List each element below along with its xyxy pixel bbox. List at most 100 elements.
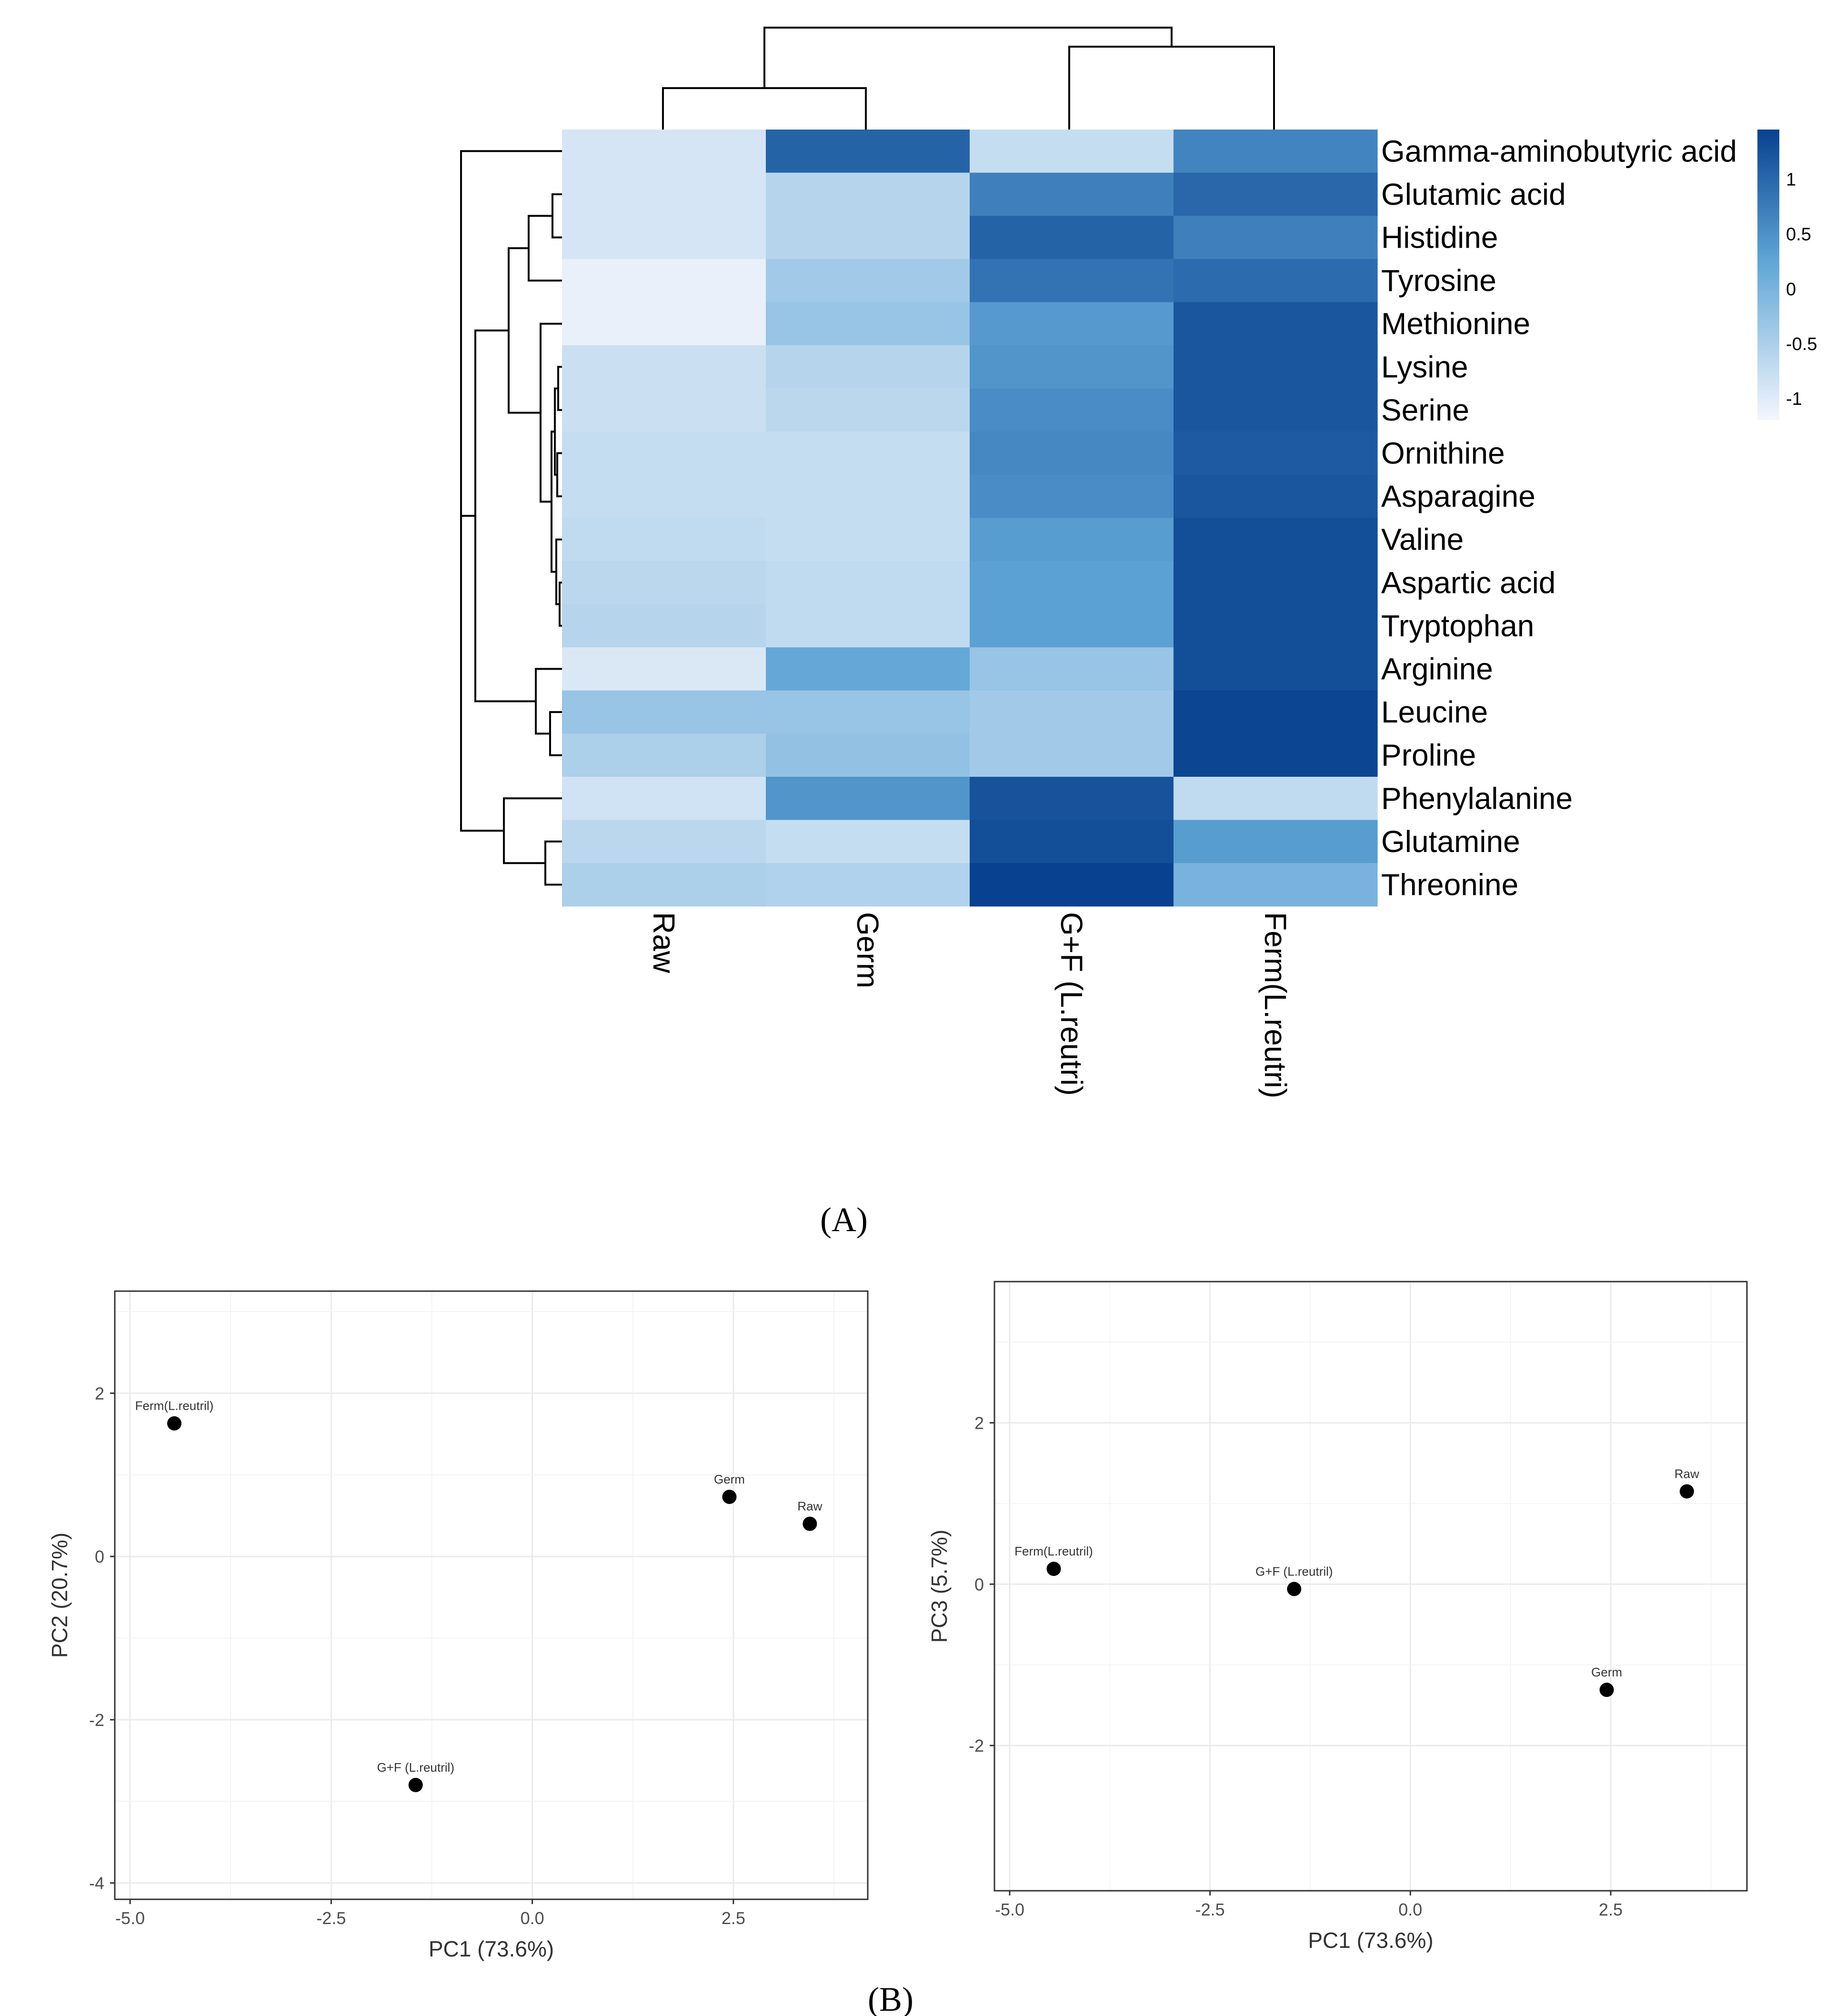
y-tick-label: -2 [969, 1736, 984, 1755]
heatmap-row-label: Glutamine [1381, 824, 1520, 859]
heatmap-cell [562, 777, 766, 821]
x-tick-label: 2.5 [722, 1908, 745, 1928]
heatmap-row-label: Aspartic acid [1381, 565, 1555, 600]
heatmap-column-label: Raw [647, 912, 681, 973]
heatmap-row-label: Valine [1381, 522, 1464, 557]
heatmap-cell [1174, 733, 1378, 777]
x-tick-label: 2.5 [1599, 1900, 1623, 1919]
heatmap-cell [562, 302, 766, 346]
heatmap-row-label: Tyrosine [1381, 263, 1496, 298]
heatmap-cell [562, 820, 766, 863]
x-tick-label: -2.5 [1195, 1900, 1225, 1919]
y-axis-label: PC3 (5.7%) [927, 1530, 952, 1643]
heatmap-cell [1174, 777, 1378, 821]
heatmap-cell [970, 259, 1174, 302]
panel-b-label: (B) [868, 1980, 913, 2016]
heatmap-cell [562, 518, 766, 562]
heatmap-cell [970, 733, 1174, 777]
heatmap-cell [562, 863, 766, 907]
color-scale-tick-label: 0.5 [1786, 225, 1811, 245]
heatmap-row-label: Asparagine [1381, 479, 1535, 513]
heatmap-cell [562, 690, 766, 734]
heatmap-cell [970, 690, 1174, 734]
pca-pc1-pc3-chart: -5.0 -2.5 0.0 2.5 2 0 -2 PC1 (73.6%) PC3 (5.7%) R… [927, 1281, 1748, 1953]
heatmap-cell [562, 733, 766, 777]
pca-pc1-pc2-chart: -5.0 -2.5 0.0 2.5 2 0 -2 -4 PC1 (73.6%) PC2 (20.7… [47, 1290, 869, 1961]
heatmap-cell [1174, 690, 1378, 734]
heatmap-cell [562, 259, 766, 302]
heatmap-cell [970, 777, 1174, 821]
color-scale-tick-label: 0 [1786, 280, 1796, 300]
heatmap-column-labels: Raw Germ G+F (L.reutri) Ferm(L.reutri) [647, 912, 1293, 1098]
color-scale-tick-label: -0.5 [1786, 334, 1817, 354]
heatmap-cell [970, 518, 1174, 562]
color-scale-tick-label: -1 [1786, 389, 1802, 409]
heatmap-row-label: Serine [1381, 393, 1469, 427]
grid-lines [115, 1291, 868, 1899]
heatmap-column-label: Ferm(L.reutri) [1258, 912, 1293, 1098]
heatmap-cell [1174, 388, 1378, 432]
y-tick-label: 2 [95, 1384, 104, 1403]
heatmap-cell [970, 561, 1174, 605]
heatmap-cell [766, 647, 970, 691]
data-point [1046, 1562, 1061, 1576]
data-point-label: Ferm(L.reutril) [1014, 1544, 1093, 1558]
heatmap-cell [766, 130, 970, 173]
x-tick-label: -5.0 [115, 1908, 145, 1928]
heatmap-cell [970, 820, 1174, 863]
data-point-label: Raw [797, 1499, 822, 1514]
dendrogram-branch [460, 150, 562, 517]
heatmap-row-label: Histidine [1381, 221, 1498, 255]
heatmap-row-label: Methionine [1381, 307, 1530, 341]
heatmap-row-label: Phenylalanine [1381, 781, 1573, 815]
plot-panel [994, 1282, 1747, 1891]
row-dendrogram [460, 150, 562, 886]
heatmap-cell [1174, 216, 1378, 260]
color-scale-bar [1757, 130, 1779, 420]
heatmap-cell [766, 863, 970, 907]
heatmap-cell [766, 690, 970, 734]
heatmap-cell [766, 172, 970, 216]
color-scale-legend: 1 0.5 0 -0.5 -1 [1757, 130, 1817, 420]
heatmap-cell [970, 388, 1174, 432]
heatmap-chart: Gamma-aminobutyric acid Glutamic acid Hist… [460, 27, 1817, 1098]
heatmap-row-label: Threonine [1381, 868, 1518, 902]
data-point [1287, 1582, 1302, 1596]
data-point-label: G+F (L.reutril) [1255, 1564, 1333, 1578]
heatmap-cell [766, 259, 970, 302]
data-point-label: G+F (L.reutril) [377, 1760, 454, 1775]
data-point-label: Ferm(L.reutril) [135, 1399, 214, 1413]
heatmap-cell [970, 172, 1174, 216]
heatmap-cell [970, 863, 1174, 907]
heatmap-cell [1174, 561, 1378, 605]
heatmap-cell [970, 431, 1174, 475]
heatmap-cell [1174, 518, 1378, 562]
heatmap-cell [1174, 863, 1378, 907]
heatmap-cell [562, 216, 766, 260]
heatmap-cell [766, 388, 970, 432]
heatmap-cell [766, 431, 970, 475]
heatmap-cell [766, 518, 970, 562]
heatmap-cell [766, 604, 970, 648]
color-scale-tick-label: 1 [1786, 170, 1796, 190]
x-tick-label: 0.0 [521, 1908, 544, 1928]
heatmap-cell [562, 647, 766, 691]
heatmap-row-label: Tryptophan [1381, 609, 1534, 643]
heatmap-row-label: Ornithine [1381, 436, 1505, 471]
grid-lines [994, 1282, 1747, 1891]
heatmap-row-labels: Gamma-aminobutyric acid Glutamic acid Hist… [1381, 134, 1737, 902]
heatmap-cell [1174, 474, 1378, 518]
y-axis-label: PC2 (20.7%) [47, 1533, 72, 1658]
color-scale-ticks: 1 0.5 0 -0.5 -1 [1779, 170, 1817, 409]
dendrogram-branch [460, 333, 504, 832]
heatmap-cell [562, 561, 766, 605]
x-tick-label: -5.0 [995, 1900, 1024, 1919]
heatmap-row-label: Arginine [1381, 652, 1493, 686]
heatmap-cell [1174, 820, 1378, 863]
heatmap-cell [1174, 604, 1378, 648]
heatmap-cell [1174, 302, 1378, 346]
heatmap-cell [1174, 431, 1378, 475]
heatmap-cell [970, 647, 1174, 691]
plot-border [114, 1290, 869, 1900]
heatmap-cell [766, 216, 970, 260]
